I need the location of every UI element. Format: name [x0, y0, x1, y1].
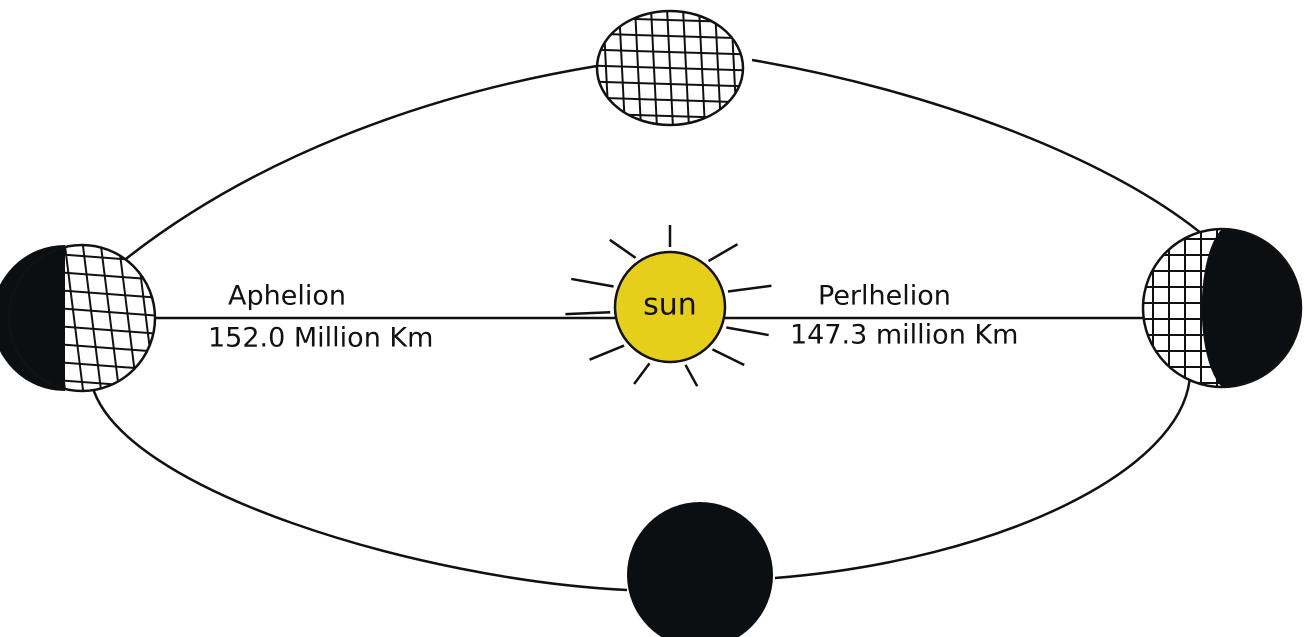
grid-line [746, 0, 754, 148]
earth-outline [7, 243, 157, 393]
sun-ray [565, 310, 611, 316]
perihelion-distance: 147.3 million Km [790, 320, 1018, 351]
grid-line [81, 245, 103, 391]
earth-top [586, 0, 754, 151]
grid-line [2, 232, 162, 244]
orbit [90, 58, 1216, 592]
grid-line [590, 146, 750, 151]
grid-line [586, 0, 594, 148]
sun [613, 250, 727, 364]
grid-line [597, 64, 743, 72]
sun-ray [684, 364, 699, 387]
earth-aphelion [0, 232, 162, 393]
perihelion-label: Perlhelion [818, 281, 951, 312]
grid-line [63, 245, 85, 391]
grid-line [590, 2, 750, 7]
sun-ray [633, 362, 651, 385]
sun-ray [711, 348, 745, 367]
earth-perihelion [1141, 227, 1303, 389]
aphelion-label: Aphelion [228, 281, 346, 312]
grid-line [597, 80, 743, 88]
sun-ray [707, 243, 739, 263]
earth-outline [1141, 227, 1303, 389]
sun-ray [726, 326, 769, 337]
sun-ray [589, 344, 625, 361]
earth-shadow [1201, 229, 1301, 387]
sun-ray [609, 238, 637, 259]
earth-outline [595, 9, 745, 127]
sun-rays [565, 225, 772, 387]
sun-label: sun [643, 288, 697, 323]
grid-line [597, 32, 743, 40]
sun-ray [727, 284, 772, 293]
grid-line [590, 130, 750, 135]
earth-bottom [627, 502, 773, 637]
grid-line [597, 96, 743, 104]
earth-shadow [0, 245, 65, 391]
grid-line [99, 245, 121, 391]
grid-line [681, 11, 691, 125]
aphelion-distance: 152.0 Million Km [208, 323, 433, 354]
sun-ray [571, 277, 614, 288]
